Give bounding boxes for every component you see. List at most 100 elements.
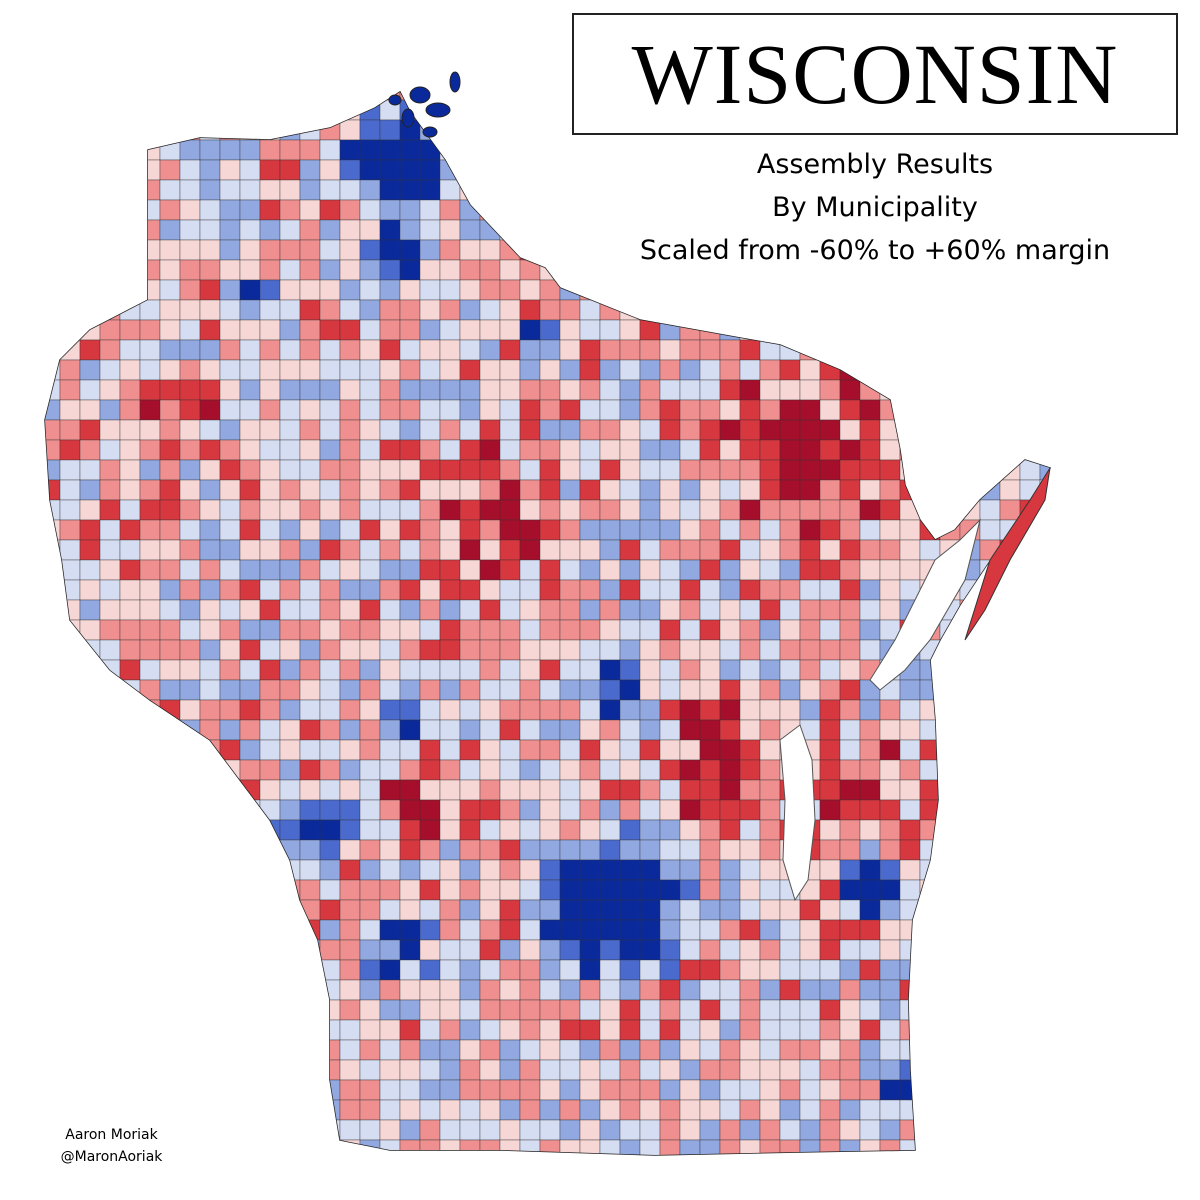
municipality-cell [959,419,981,441]
municipality-cell [999,439,1021,461]
municipality-cell [79,279,101,301]
municipality-cell [359,1019,381,1041]
municipality-cell [359,1059,381,1081]
municipality-cell [439,1059,461,1081]
municipality-cell [379,899,401,921]
municipality-cell [999,1039,1021,1061]
municipality-cell [399,459,421,481]
municipality-cell [579,159,601,181]
municipality-cell [379,419,401,441]
municipality-cell [839,659,861,681]
municipality-cell [479,939,501,961]
municipality-cell [539,359,561,381]
municipality-cell [859,459,881,481]
municipality-cell [539,779,561,801]
municipality-cell [279,779,301,801]
municipality-cell [559,399,581,421]
municipality-cell [179,259,201,281]
municipality-cell [299,199,321,221]
municipality-cell [939,759,961,781]
municipality-cell [199,879,221,901]
municipality-cell [259,839,281,861]
municipality-cell [139,459,161,481]
municipality-cell [719,339,741,361]
municipality-cell [779,1139,801,1155]
municipality-cell [179,399,201,421]
municipality-cell [519,139,541,161]
municipality-cell [139,379,161,401]
municipality-cell [919,499,941,521]
municipality-cell [479,179,501,201]
municipality-cell [979,899,1001,921]
municipality-cell [899,699,921,721]
municipality-cell [319,299,341,321]
municipality-cell [739,419,761,441]
municipality-cell [599,559,621,581]
municipality-cell [559,159,581,181]
municipality-cell [459,1099,481,1121]
municipality-cell [939,299,961,321]
municipality-cell [359,539,381,561]
municipality-cell [199,259,221,281]
municipality-cell [359,619,381,641]
municipality-cell [619,459,641,481]
municipality-cell [379,219,401,241]
municipality-cell [300,1160,320,1180]
municipality-cell [239,279,261,301]
municipality-cell [879,399,901,421]
municipality-cell [839,1019,861,1041]
municipality-cell [519,339,541,361]
municipality-cell [499,779,521,801]
municipality-cell [99,879,121,901]
municipality-cell [559,579,581,601]
municipality-cell [199,1139,221,1155]
municipality-cell [399,919,421,941]
municipality-cell [239,199,261,221]
municipality-cell [239,599,261,621]
municipality-cell [79,519,101,541]
municipality-cell [539,259,561,281]
municipality-cell [559,819,581,841]
municipality-cell [99,379,121,401]
municipality-cell [899,859,921,881]
municipality-cell [519,759,541,781]
municipality-cell [439,1119,461,1141]
municipality-cell [419,879,441,901]
municipality-cell [179,939,201,961]
municipality-cell [499,419,521,441]
municipality-cell [199,419,221,441]
municipality-cell [699,1039,721,1061]
municipality-cell [1019,679,1041,701]
municipality-cell [979,519,1001,541]
municipality-cell [759,539,781,561]
municipality-cell [299,519,321,541]
municipality-cell [279,559,301,581]
municipality-cell [879,1119,901,1141]
municipality-cell [219,579,241,601]
municipality-cell [639,1079,661,1101]
municipality-cell [499,379,521,401]
municipality-cell [839,539,861,561]
municipality-cell [399,499,421,521]
municipality-cell [839,959,861,981]
municipality-cell [519,999,541,1021]
municipality-cell [659,379,681,401]
municipality-cell [559,1019,581,1041]
municipality-cell [59,679,81,701]
municipality-cell [199,799,221,821]
municipality-cell [339,939,361,961]
municipality-cell [319,199,341,221]
municipality-cell [739,579,761,601]
municipality-cell [399,859,421,881]
municipality-cell [59,1019,81,1041]
municipality-cell [219,139,241,161]
municipality-cell [79,919,101,941]
municipality-cell [45,179,61,201]
municipality-cell [599,359,621,381]
municipality-cell [319,239,341,261]
municipality-cell [759,439,781,461]
municipality-cell [939,459,961,481]
municipality-cell [939,339,961,361]
municipality-cell [999,339,1021,361]
municipality-cell [879,339,901,361]
